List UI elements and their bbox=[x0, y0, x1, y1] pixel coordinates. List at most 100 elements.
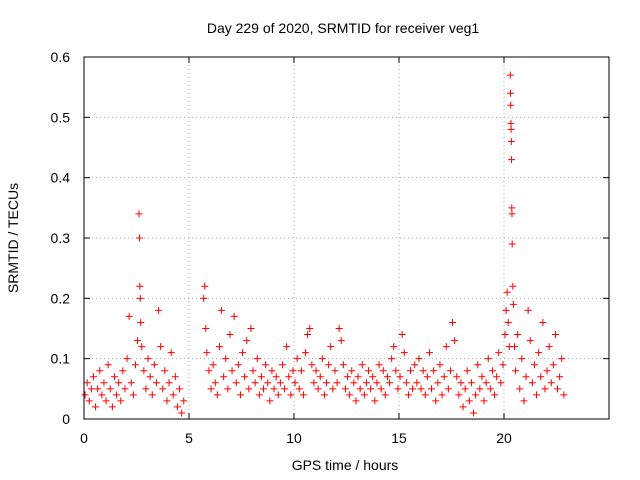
data-point bbox=[388, 355, 396, 363]
data-point bbox=[119, 367, 127, 375]
data-point bbox=[138, 343, 146, 351]
data-points bbox=[81, 71, 568, 417]
data-point bbox=[423, 373, 431, 381]
data-point bbox=[123, 355, 131, 363]
data-point bbox=[491, 391, 499, 399]
data-point bbox=[371, 397, 379, 405]
data-point bbox=[507, 101, 515, 109]
data-point bbox=[163, 397, 171, 405]
data-point bbox=[506, 71, 514, 79]
data-point bbox=[518, 355, 526, 363]
data-point bbox=[444, 385, 452, 393]
data-point bbox=[96, 367, 104, 375]
data-point bbox=[325, 361, 333, 369]
data-point bbox=[215, 343, 223, 351]
y-tick-label: 0.2 bbox=[51, 290, 71, 306]
data-point bbox=[320, 391, 328, 399]
x-tick-label: 0 bbox=[80, 430, 88, 446]
grid-lines bbox=[84, 57, 609, 419]
data-point bbox=[369, 373, 377, 381]
y-tick-label: 0.3 bbox=[51, 230, 71, 246]
data-point bbox=[390, 343, 398, 351]
data-point bbox=[501, 331, 509, 339]
data-point bbox=[239, 349, 247, 357]
y-tick-label: 0.1 bbox=[51, 351, 71, 367]
data-point bbox=[472, 391, 480, 399]
data-point bbox=[234, 361, 242, 369]
data-point bbox=[173, 403, 181, 411]
data-point bbox=[508, 204, 516, 212]
data-point bbox=[98, 391, 106, 399]
data-point bbox=[508, 240, 516, 248]
data-point bbox=[167, 349, 175, 357]
data-point bbox=[306, 325, 314, 332]
data-point bbox=[457, 379, 465, 387]
x-tick-label: 20 bbox=[496, 430, 512, 446]
data-point bbox=[514, 331, 522, 339]
data-point bbox=[509, 282, 517, 290]
data-point bbox=[356, 385, 364, 393]
data-point bbox=[129, 391, 137, 399]
data-point bbox=[547, 379, 555, 387]
data-point bbox=[232, 379, 240, 387]
data-point bbox=[85, 397, 93, 405]
data-point bbox=[524, 306, 532, 314]
data-point bbox=[289, 367, 297, 375]
data-point bbox=[446, 367, 454, 375]
data-point bbox=[386, 379, 394, 387]
data-point bbox=[283, 343, 291, 351]
data-point bbox=[482, 379, 490, 387]
data-point bbox=[379, 367, 387, 375]
data-point bbox=[499, 361, 507, 369]
data-point bbox=[94, 385, 102, 393]
data-point bbox=[333, 379, 341, 387]
data-point bbox=[220, 373, 228, 381]
chart-title: Day 229 of 2020, SRMTID for receiver veg… bbox=[207, 20, 480, 36]
data-point bbox=[207, 385, 215, 393]
data-point bbox=[474, 361, 482, 369]
data-point bbox=[358, 361, 366, 369]
y-axis-label: SRMTID / TECUs bbox=[5, 183, 21, 293]
data-point bbox=[438, 391, 446, 399]
data-point bbox=[268, 367, 276, 375]
data-point bbox=[115, 379, 123, 387]
data-point bbox=[560, 391, 568, 399]
data-point bbox=[394, 385, 402, 393]
data-point bbox=[556, 373, 564, 381]
data-point bbox=[312, 367, 320, 375]
data-point bbox=[218, 306, 226, 314]
data-point bbox=[360, 391, 368, 399]
data-point bbox=[453, 373, 461, 381]
data-point bbox=[415, 355, 423, 363]
data-point bbox=[512, 367, 520, 375]
data-point bbox=[350, 379, 358, 387]
x-tick-label: 5 bbox=[185, 430, 193, 446]
data-point bbox=[488, 367, 496, 375]
data-point bbox=[253, 355, 261, 363]
data-point bbox=[341, 385, 349, 393]
data-point bbox=[436, 361, 444, 369]
data-point bbox=[100, 379, 108, 387]
data-point bbox=[507, 125, 515, 133]
y-tick-label: 0.5 bbox=[51, 109, 71, 125]
y-tick-label: 0 bbox=[62, 411, 70, 427]
data-point bbox=[537, 373, 545, 381]
data-point bbox=[136, 294, 144, 302]
data-point bbox=[159, 385, 167, 393]
data-point bbox=[451, 337, 459, 345]
data-point bbox=[262, 361, 270, 369]
data-point bbox=[285, 373, 293, 381]
data-point bbox=[432, 397, 440, 405]
data-point bbox=[125, 312, 133, 320]
data-point bbox=[417, 385, 425, 393]
data-point bbox=[180, 397, 188, 405]
data-point bbox=[367, 385, 375, 393]
data-point bbox=[459, 403, 467, 411]
data-point bbox=[430, 367, 438, 375]
y-tick-label: 0.4 bbox=[51, 170, 71, 186]
data-point bbox=[455, 391, 463, 399]
y-tick-labels: 0 0.1 0.2 0.3 0.4 0.5 0.6 bbox=[51, 49, 71, 427]
data-point bbox=[528, 379, 536, 387]
data-point bbox=[476, 385, 484, 393]
data-point bbox=[467, 379, 475, 387]
